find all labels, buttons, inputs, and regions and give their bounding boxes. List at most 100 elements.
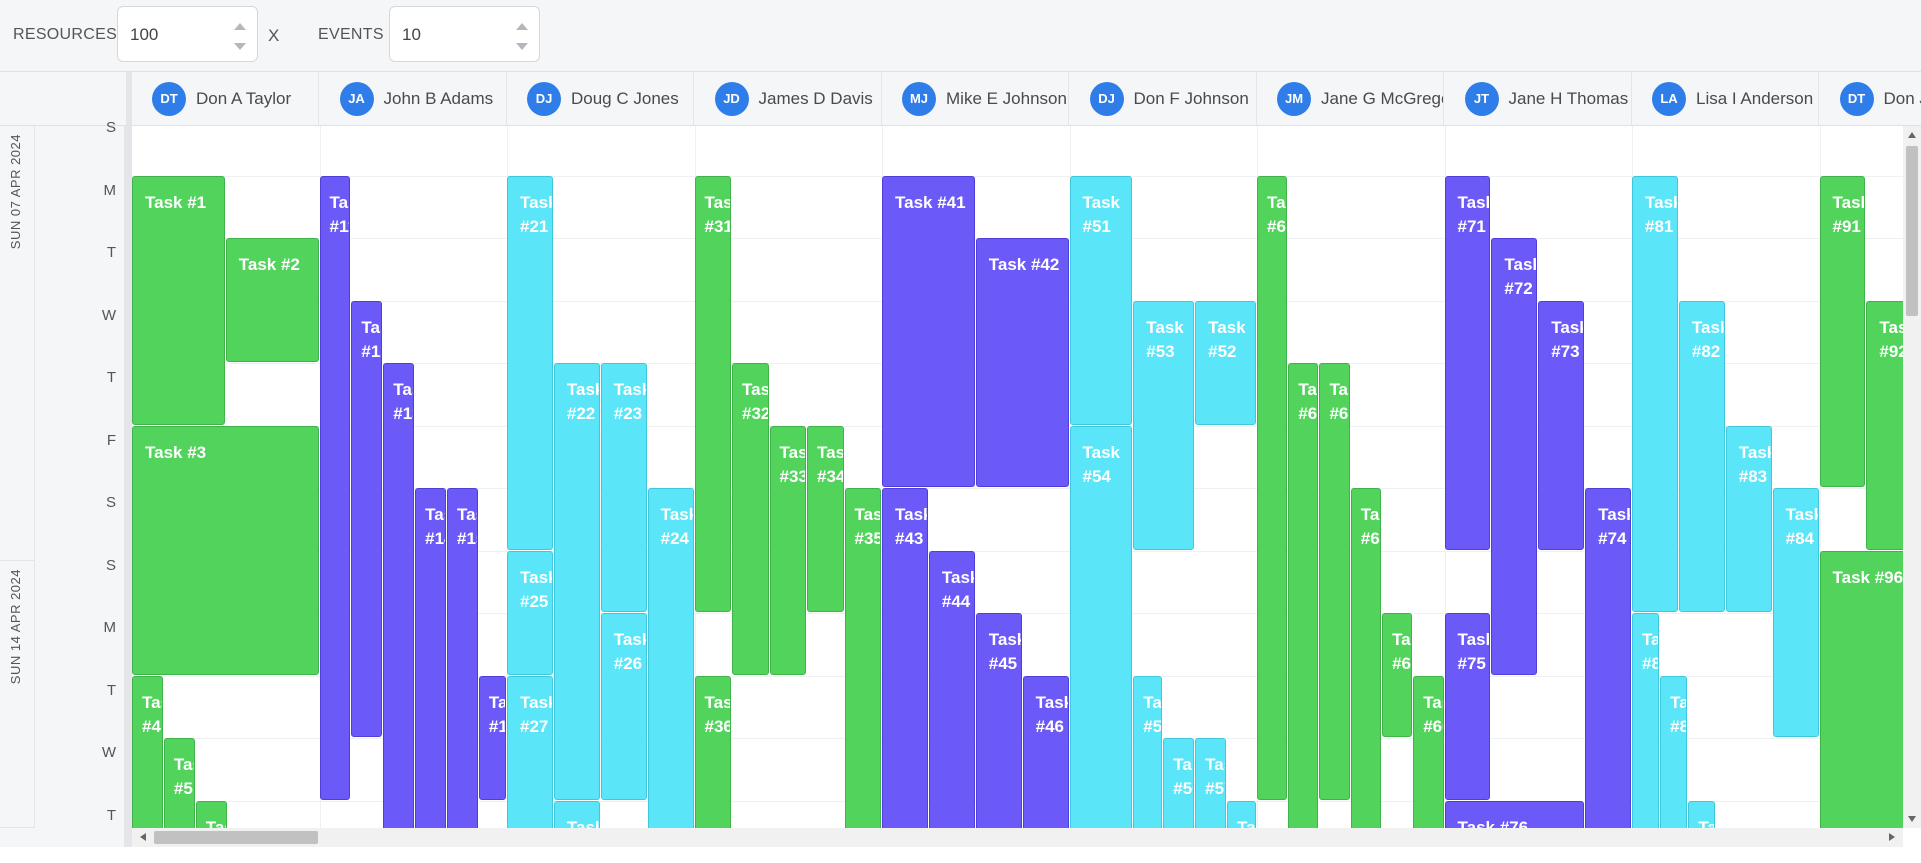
task-event[interactable]: Task #43 bbox=[882, 488, 928, 828]
task-event[interactable]: Task #81 bbox=[1632, 176, 1678, 613]
task-event[interactable]: Task #34 bbox=[807, 426, 844, 613]
events-spinner[interactable] bbox=[515, 19, 529, 53]
task-label: Task #56 bbox=[1173, 755, 1194, 798]
task-event[interactable]: Task #61 bbox=[1257, 176, 1287, 800]
scroll-down-icon[interactable] bbox=[1908, 816, 1916, 822]
task-event[interactable]: Task #11 bbox=[320, 176, 351, 800]
spin-up-icon[interactable] bbox=[234, 23, 246, 30]
task-event[interactable]: Task #87 bbox=[1688, 801, 1715, 829]
resources-spinner[interactable] bbox=[233, 19, 247, 53]
task-event[interactable]: Task #12 bbox=[351, 301, 382, 738]
task-event[interactable]: Task #65 bbox=[1382, 613, 1412, 737]
task-event[interactable]: Task #63 bbox=[1319, 363, 1349, 800]
task-event[interactable]: Task #72 bbox=[1491, 238, 1537, 675]
task-event[interactable]: Task #73 bbox=[1538, 301, 1584, 550]
task-event[interactable]: Task #4 bbox=[132, 676, 163, 829]
task-event[interactable]: Task #42 bbox=[976, 238, 1069, 487]
task-event[interactable]: Task #14 bbox=[415, 488, 446, 828]
task-event[interactable]: Task #13 bbox=[383, 363, 414, 828]
task-event[interactable]: Task #56 bbox=[1163, 738, 1194, 828]
events-input[interactable]: 10 bbox=[389, 6, 540, 62]
vertical-scrollbar[interactable] bbox=[1903, 126, 1921, 828]
scroll-left-icon[interactable] bbox=[140, 833, 146, 841]
task-event[interactable]: Task #24 bbox=[648, 488, 694, 828]
horizontal-scrollbar[interactable] bbox=[132, 828, 1903, 847]
task-event[interactable]: Task #3 bbox=[132, 426, 319, 675]
scroll-up-icon[interactable] bbox=[1908, 132, 1916, 138]
task-event[interactable]: Task #96 bbox=[1820, 551, 1904, 829]
task-event[interactable]: Task #35 bbox=[845, 488, 882, 828]
task-event[interactable]: Task #6 bbox=[196, 801, 227, 829]
task-event[interactable]: Task #74 bbox=[1585, 488, 1631, 828]
task-event[interactable]: Task #75 bbox=[1445, 613, 1491, 800]
task-event[interactable]: Task #82 bbox=[1679, 301, 1725, 613]
task-event[interactable]: Task #28 bbox=[554, 801, 600, 829]
scrollbar-thumb[interactable] bbox=[1906, 146, 1918, 316]
spin-up-icon[interactable] bbox=[516, 23, 528, 30]
task-event[interactable]: Task #86 bbox=[1660, 676, 1687, 829]
week-column: SUN 07 APR 2024 SUN 14 APR 2024 bbox=[0, 126, 35, 828]
task-event[interactable]: Task #51 bbox=[1070, 176, 1133, 425]
task-event[interactable]: Task #83 bbox=[1726, 426, 1772, 613]
task-event[interactable]: Task #85 bbox=[1632, 613, 1659, 828]
task-event[interactable]: Task #64 bbox=[1351, 488, 1381, 828]
task-event[interactable]: Task #33 bbox=[770, 426, 807, 675]
task-event[interactable]: Task #31 bbox=[695, 176, 732, 613]
task-event[interactable]: Task #25 bbox=[507, 551, 553, 675]
task-event[interactable]: Task #1 bbox=[132, 176, 225, 425]
task-event[interactable]: Task #23 bbox=[601, 363, 647, 612]
task-event[interactable]: Task #55 bbox=[1133, 676, 1162, 829]
task-event[interactable]: Task #26 bbox=[601, 613, 647, 800]
task-label: Task #36 bbox=[705, 693, 732, 736]
task-event[interactable]: Task #36 bbox=[695, 676, 732, 829]
task-label: Task #43 bbox=[895, 505, 928, 548]
task-label: Task #16 bbox=[489, 693, 506, 736]
task-event[interactable]: Task #32 bbox=[732, 363, 769, 675]
task-event[interactable]: Task #91 bbox=[1820, 176, 1866, 488]
task-event[interactable]: Task #44 bbox=[929, 551, 975, 829]
day-label: T bbox=[34, 238, 124, 300]
task-event[interactable]: Task #53 bbox=[1133, 301, 1194, 550]
task-event[interactable]: Task #66 bbox=[1413, 676, 1443, 829]
task-event[interactable]: Task #54 bbox=[1070, 426, 1133, 829]
task-event[interactable]: Task #92 bbox=[1866, 301, 1903, 550]
task-event[interactable]: Task #52 bbox=[1195, 301, 1256, 425]
task-event[interactable]: Task #58 bbox=[1227, 801, 1256, 829]
task-event[interactable]: Task #5 bbox=[164, 738, 195, 828]
task-event[interactable]: Task #15 bbox=[447, 488, 478, 828]
task-event[interactable]: Task #27 bbox=[507, 676, 553, 829]
task-event[interactable]: Task #2 bbox=[226, 238, 319, 362]
task-event[interactable]: Task #41 bbox=[882, 176, 975, 488]
task-event[interactable]: Task #22 bbox=[554, 363, 600, 800]
task-label: Task #34 bbox=[817, 443, 844, 486]
task-event[interactable]: Task #46 bbox=[1023, 676, 1069, 829]
scrollbar-thumb[interactable] bbox=[154, 831, 318, 844]
task-event[interactable]: Task #84 bbox=[1773, 488, 1819, 737]
task-event[interactable]: Task #45 bbox=[976, 613, 1022, 828]
resources-input[interactable]: 100 bbox=[117, 6, 258, 62]
spin-down-icon[interactable] bbox=[516, 43, 528, 50]
axis-splitter[interactable] bbox=[124, 126, 132, 847]
resource-name: Don J Taylor bbox=[1884, 89, 1921, 109]
spin-down-icon[interactable] bbox=[234, 43, 246, 50]
task-event[interactable]: Task #21 bbox=[507, 176, 553, 550]
task-event[interactable]: Task #62 bbox=[1288, 363, 1318, 828]
task-event[interactable]: Task #76 bbox=[1445, 801, 1585, 829]
task-label: Task #1 bbox=[145, 193, 206, 212]
task-event[interactable]: Task #57 bbox=[1195, 738, 1226, 828]
task-event[interactable]: Task #16 bbox=[479, 676, 506, 800]
task-event[interactable]: Task #71 bbox=[1445, 176, 1491, 550]
scroll-right-icon[interactable] bbox=[1889, 833, 1895, 841]
